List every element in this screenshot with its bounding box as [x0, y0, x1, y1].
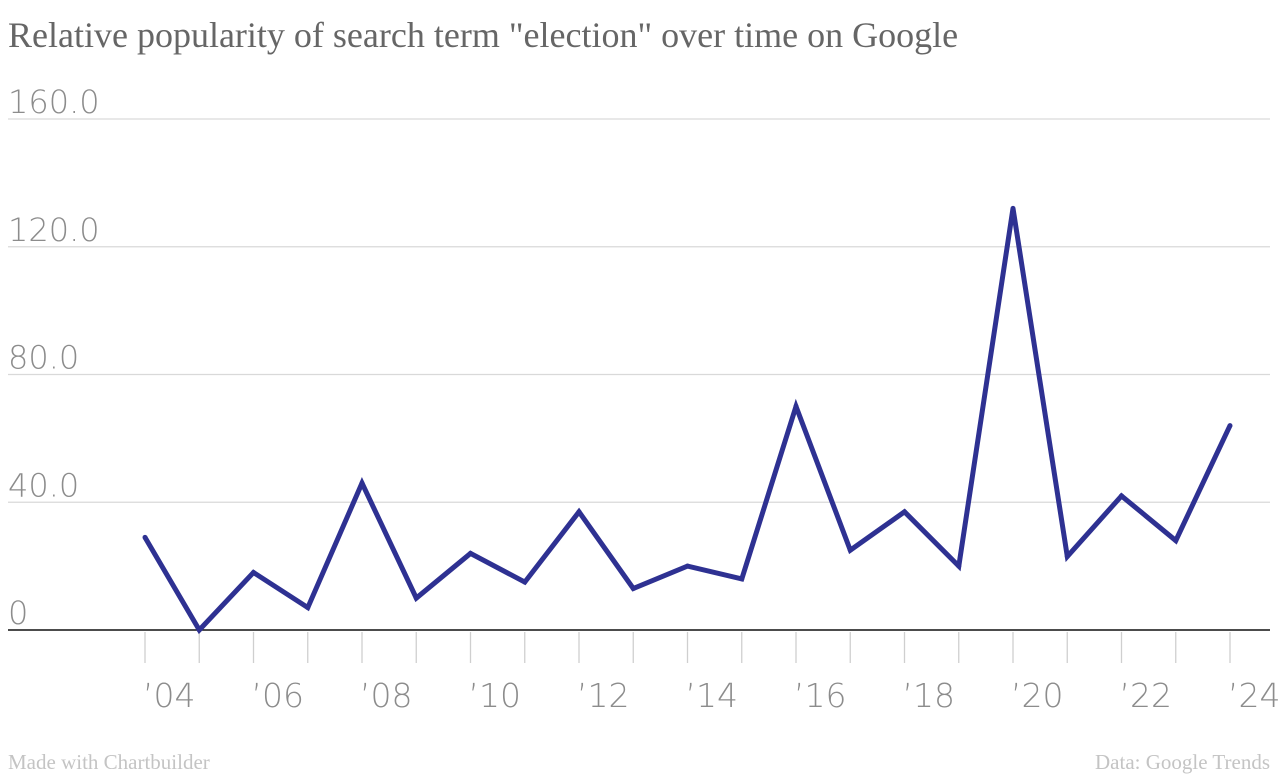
data-point: [522, 579, 528, 585]
x-tick-label: ’16: [794, 676, 846, 715]
x-tick-label: ’18: [903, 676, 955, 715]
x-tick-label: ’14: [686, 676, 738, 715]
x-tick-label: ’06: [252, 676, 304, 715]
y-tick-label: 40.0: [8, 466, 79, 504]
x-tick-label: ’10: [469, 676, 521, 715]
footer-source: Data: Google Trends: [1095, 750, 1270, 774]
data-point: [847, 547, 853, 553]
x-tick-label: ’22: [1120, 676, 1172, 715]
data-point: [1064, 554, 1070, 560]
data-point: [1119, 493, 1124, 499]
data-point: [902, 509, 907, 515]
y-tick-label: 0: [8, 594, 28, 632]
y-axis-tick-labels: 0 40.0 80.0 120.0 160.0: [8, 83, 100, 632]
data-point: [196, 627, 202, 633]
data-point: [251, 570, 256, 576]
data-point: [413, 595, 419, 601]
data-point: [305, 605, 311, 611]
data-point: [1010, 205, 1016, 211]
x-tick-label: ’08: [360, 676, 412, 715]
data-point: [359, 480, 365, 486]
gridlines: [8, 118, 1270, 631]
data-point: [142, 534, 148, 540]
y-tick-label: 80.0: [8, 339, 79, 377]
x-tick-label: ’24: [1228, 676, 1280, 715]
data-point: [739, 576, 745, 582]
data-point: [576, 509, 582, 515]
data-point: [793, 403, 799, 409]
y-tick-label: 160.0: [8, 83, 100, 121]
x-tick-label: ’12: [577, 676, 629, 715]
data-point: [1227, 423, 1233, 429]
chart-title: Relative popularity of search term "elec…: [8, 15, 958, 55]
data-point: [685, 563, 690, 569]
data-point: [630, 585, 636, 591]
series-layer: [142, 205, 1233, 635]
data-point: [1173, 538, 1179, 544]
y-tick-label: 120.0: [8, 211, 100, 249]
footer-credit: Made with Chartbuilder: [8, 750, 210, 774]
x-tick-label: ’04: [143, 676, 195, 715]
x-axis: ’04 ’06 ’08 ’10 ’12 ’14 ’16 ’18 ’20 ’22 ’24: [143, 632, 1280, 715]
data-point: [468, 550, 473, 556]
data-point: [956, 563, 962, 569]
x-tick-label: ’20: [1011, 676, 1063, 715]
